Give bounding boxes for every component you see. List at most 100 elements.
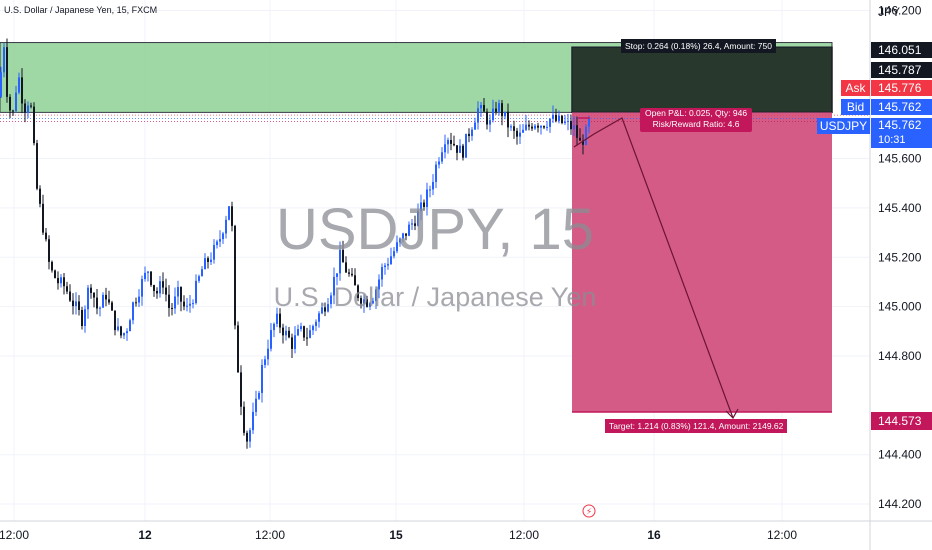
candle-189 xyxy=(567,113,569,131)
candle-body xyxy=(426,189,428,207)
candle-body xyxy=(273,323,275,331)
candle-body xyxy=(135,302,137,304)
candle-72 xyxy=(216,239,218,249)
candle-body xyxy=(48,239,50,262)
candle-52 xyxy=(156,287,158,299)
candle-body xyxy=(126,331,128,334)
candle-body xyxy=(54,270,56,279)
candle-body xyxy=(339,249,341,274)
candle-194 xyxy=(582,134,584,155)
candle-body xyxy=(498,103,500,112)
candle-18 xyxy=(54,269,56,279)
currency-label[interactable]: JPY xyxy=(878,5,901,19)
symbol-price-tag[interactable]: USDJPY xyxy=(817,118,870,134)
candle-158 xyxy=(474,117,476,130)
candle-body xyxy=(78,301,80,311)
candle-150 xyxy=(450,132,452,151)
candle-19 xyxy=(57,271,59,290)
candle-91 xyxy=(273,322,275,338)
candle-body xyxy=(429,189,431,191)
candle-body xyxy=(186,305,188,307)
target-price-label[interactable]: 144.573 xyxy=(871,412,932,430)
candle-body xyxy=(0,72,2,97)
candle-22 xyxy=(66,281,68,295)
candle-42 xyxy=(126,328,128,341)
candle-body xyxy=(57,278,59,284)
candle-41 xyxy=(123,332,125,340)
candle-body xyxy=(288,330,290,338)
candle-167 xyxy=(501,100,503,126)
candle-153 xyxy=(459,139,461,153)
candle-body xyxy=(330,295,332,305)
candle-157 xyxy=(471,127,473,141)
candle-127 xyxy=(381,263,383,287)
candle-body xyxy=(459,145,461,153)
target-info-label[interactable]: Target: 1.214 (0.83%) 121.4, Amount: 214… xyxy=(605,419,788,433)
candle-79 xyxy=(237,321,239,373)
candle-body xyxy=(564,121,566,124)
symbol-title[interactable]: U.S. Dollar / Japanese Yen, 15, FXCM xyxy=(4,5,158,15)
bid-tag[interactable]: Bid xyxy=(841,99,870,115)
candle-body xyxy=(372,300,374,304)
candle-body xyxy=(270,330,272,349)
candle-body xyxy=(447,140,449,145)
candle-body xyxy=(423,202,425,207)
candle-180 xyxy=(540,125,542,135)
candle-119 xyxy=(357,284,359,302)
candle-156 xyxy=(468,128,470,143)
candle-body xyxy=(183,301,185,307)
candle-body xyxy=(414,223,416,226)
candle-body xyxy=(3,47,5,73)
candle-body xyxy=(474,122,476,130)
candle-47 xyxy=(141,275,143,306)
candle-body xyxy=(567,120,569,122)
candle-body xyxy=(60,277,62,284)
ask-price-label[interactable]: 145.776 xyxy=(871,80,932,96)
candle-body xyxy=(342,249,344,263)
candle-154 xyxy=(462,143,464,161)
candle-body xyxy=(84,309,86,327)
candle-body xyxy=(309,330,311,338)
candle-body xyxy=(120,326,122,336)
candle-64 xyxy=(192,299,194,309)
candle-133 xyxy=(399,237,401,247)
candle-30 xyxy=(90,284,92,299)
candle-body xyxy=(534,125,536,129)
candle-body xyxy=(225,219,227,234)
candle-body xyxy=(21,77,23,104)
pnl-info-label[interactable]: Open P&L: 0.025, Qty: 946 Risk/Reward Ra… xyxy=(640,108,753,132)
candle-67 xyxy=(201,266,203,277)
event-marker-icon[interactable]: ⚡ xyxy=(582,504,596,518)
candle-62 xyxy=(186,297,188,312)
stop-info-label[interactable]: Stop: 0.264 (0.18%) 26.4, Amount: 750 xyxy=(621,39,776,53)
candle-166 xyxy=(498,99,500,116)
candle-body xyxy=(204,258,206,270)
stop-price-label[interactable]: 146.051 xyxy=(871,42,932,58)
candle-body xyxy=(420,202,422,212)
candle-25 xyxy=(75,292,77,315)
time-tick-6: 12:00 xyxy=(767,528,797,542)
candle-body xyxy=(9,96,11,111)
ask-tag[interactable]: Ask xyxy=(841,80,870,96)
candle-body xyxy=(222,233,224,240)
target-zone xyxy=(572,112,832,413)
candle-120 xyxy=(360,295,362,309)
candle-11 xyxy=(33,102,35,146)
candle-37 xyxy=(111,300,113,311)
candle-12 xyxy=(36,139,38,191)
candle-body xyxy=(441,152,443,162)
candle-32 xyxy=(96,289,98,315)
candle-184 xyxy=(552,105,554,123)
candle-145 xyxy=(435,161,437,189)
zone-top-price-label[interactable]: 145.787 xyxy=(871,62,932,78)
candle-100 xyxy=(300,322,302,332)
candle-169 xyxy=(507,103,509,138)
last-price-label[interactable]: 145.762 10:31 xyxy=(871,118,932,148)
candle-body xyxy=(210,259,212,262)
candle-140 xyxy=(420,194,422,221)
candle-114 xyxy=(342,240,344,263)
candle-195 xyxy=(585,124,587,146)
candle-186 xyxy=(558,110,560,124)
bid-price-label[interactable]: 145.762 xyxy=(871,99,932,115)
